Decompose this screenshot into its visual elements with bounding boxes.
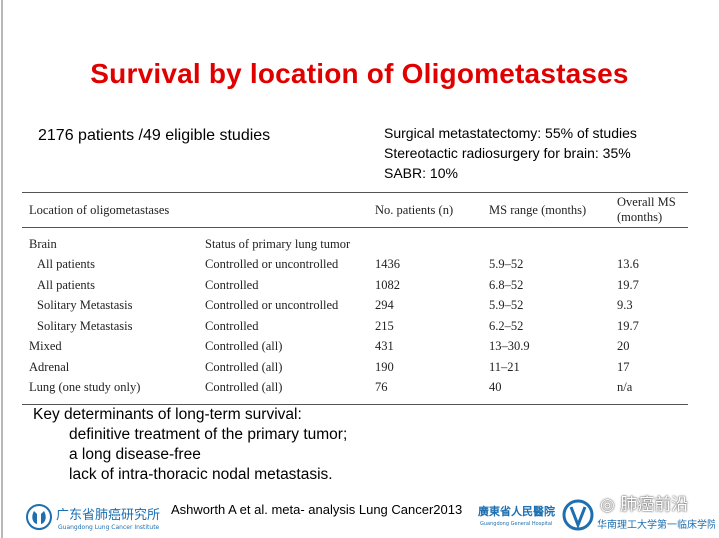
cell-patients: 431 [375,339,394,354]
table-bottom-rule [22,404,688,405]
cell-overall-ms: 13.6 [617,257,639,272]
cell-location: Adrenal [29,359,70,374]
cell-status: Controlled (all) [205,339,283,354]
table-top-rule [22,192,688,193]
wechat-icon: ◎ [600,495,615,515]
header-rule [22,227,688,228]
cell-status: Controlled [205,277,259,292]
cell-location: Mixed [29,339,62,354]
cell-status: Controlled or uncontrolled [205,298,339,313]
watermark-text: 肺癌前沿 [620,495,689,515]
header-status [205,193,375,227]
institute-name-en: Guangdong Lung Cancer Institute [58,524,160,531]
key-determinant-item: lack of intra-thoracic nodal metastasis. [69,466,333,483]
table-row: Mixed Controlled (all) 431 13–30.9 20 [22,337,688,358]
cell-location: Solitary Metastasis [37,298,133,313]
treatment-stat-sabr: SABR: 10% [384,165,458,181]
cell-status: Status of primary lung tumor [205,236,351,251]
key-determinant-item: definitive treatment of the primary tumo… [69,426,348,443]
cell-ms-range: 11–21 [489,359,520,374]
cell-overall-ms: 17 [617,359,630,374]
hospital-name-en: Guangdong General Hospital [480,521,552,527]
cell-patients: 76 [375,380,388,395]
table-row: All patients Controlled 1082 6.8–52 19.7 [22,275,688,296]
cell-patients [375,234,489,255]
treatment-stat-radiosurgery: Stereotactic radiosurgery for brain: 35% [384,145,631,161]
cell-location: All patients [37,277,95,292]
cell-location: All patients [37,257,95,272]
survival-table: Location of oligometastases No. patients… [22,192,688,405]
key-determinants: Key determinants of long-term survival: … [33,405,347,485]
cell-location: Solitary Metastasis [37,318,133,333]
cell-status: Controlled (all) [205,380,283,395]
citation: Ashworth A et al. meta- analysis Lung Ca… [171,502,463,517]
cell-status: Controlled [205,318,259,333]
cell-patients: 215 [375,318,394,333]
table-row: All patients Controlled or uncontrolled … [22,255,688,276]
university-name-cn: 华南理工大学第一临床学院 [597,518,715,531]
header-patients: No. patients (n) [375,202,454,217]
header-overall-ms: Overall MS (months) [617,195,676,224]
table-row: Solitary Metastasis Controlled or uncont… [22,296,688,317]
cell-patients: 190 [375,359,394,374]
left-border-line [1,0,3,538]
cell-overall-ms: 9.3 [617,298,633,313]
cell-ms-range: 6.2–52 [489,318,524,333]
table-row: Solitary Metastasis Controlled 215 6.2–5… [22,316,688,337]
cell-ms-range: 13–30.9 [489,339,530,354]
hospital-name-cn: 廣東省人民醫院 [478,504,555,518]
cell-patients: 1436 [375,257,400,272]
cell-location: Lung (one study only) [29,380,141,395]
table-row: Adrenal Controlled (all) 190 11–21 17 [22,357,688,378]
wechat-watermark: ◎ 肺癌前沿 [600,490,688,515]
key-determinants-heading: Key determinants of long-term survival: [33,406,302,423]
cell-ms-range: 6.8–52 [489,277,524,292]
treatment-stats: Surgical metastatectomy: 55% of studies … [384,123,637,183]
patients-summary: 2176 patients /49 eligible studies [38,127,271,144]
table-row: Brain Status of primary lung tumor [22,234,688,255]
cell-status: Controlled or uncontrolled [205,257,339,272]
key-determinant-item: a long disease-free [69,446,201,463]
institute-name-cn: 广东省肺癌研究所 [56,507,160,523]
lung-cancer-institute-logo: 广东省肺癌研究所 Guangdong Lung Cancer Institute [26,504,160,531]
cell-patients: 294 [375,298,394,313]
cell-location: Brain [29,236,57,251]
cell-patients: 1082 [375,277,400,292]
cell-ms-range: 5.9–52 [489,298,524,313]
treatment-stat-surgery: Surgical metastatectomy: 55% of studies [384,125,637,141]
cell-ms-range: 40 [489,380,502,395]
cell-status: Controlled (all) [205,359,283,374]
cell-ms-range: 5.9–52 [489,257,524,272]
cell-overall-ms: 19.7 [617,318,639,333]
cell-overall-ms: 19.7 [617,277,639,292]
hospital-logo: 廣東省人民醫院 Guangdong General Hospital 华南理工大… [478,499,715,531]
cell-ms-range [489,234,617,255]
cell-overall-ms [617,234,688,255]
cell-overall-ms: n/a [617,380,633,395]
table-row: Lung (one study only) Controlled (all) 7… [22,378,688,399]
header-location: Location of oligometastases [29,202,170,217]
cell-overall-ms: 20 [617,339,630,354]
slide-title: Survival by location of Oligometastases [90,58,629,89]
header-ms-range: MS range (months) [489,202,587,217]
table-header-row: Location of oligometastases No. patients… [22,193,688,227]
